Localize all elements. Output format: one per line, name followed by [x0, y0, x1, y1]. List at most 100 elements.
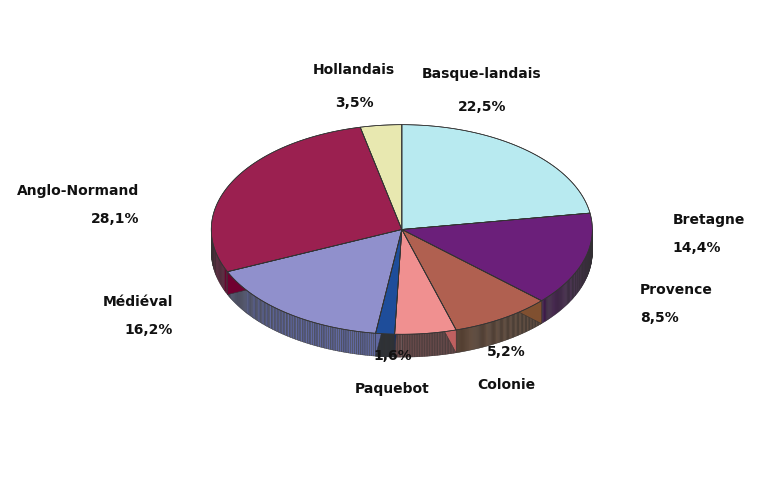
- Polygon shape: [475, 326, 476, 349]
- Polygon shape: [487, 323, 488, 346]
- Polygon shape: [482, 324, 483, 348]
- Polygon shape: [356, 331, 358, 354]
- Polygon shape: [313, 322, 314, 346]
- Polygon shape: [525, 309, 526, 332]
- Polygon shape: [459, 329, 460, 352]
- Polygon shape: [229, 274, 230, 297]
- Polygon shape: [395, 229, 456, 334]
- Polygon shape: [500, 319, 501, 342]
- Polygon shape: [362, 332, 364, 355]
- Polygon shape: [496, 320, 497, 344]
- Polygon shape: [569, 279, 570, 303]
- Polygon shape: [258, 298, 259, 322]
- Polygon shape: [290, 314, 291, 337]
- Polygon shape: [402, 229, 456, 353]
- Polygon shape: [514, 314, 515, 337]
- Polygon shape: [462, 329, 463, 352]
- Polygon shape: [217, 256, 218, 281]
- Text: Paquebot: Paquebot: [355, 382, 429, 396]
- Polygon shape: [227, 229, 402, 294]
- Polygon shape: [355, 331, 356, 354]
- Polygon shape: [493, 321, 494, 344]
- Polygon shape: [259, 299, 260, 323]
- Polygon shape: [571, 276, 572, 300]
- Polygon shape: [465, 328, 466, 351]
- Polygon shape: [503, 318, 504, 341]
- Polygon shape: [316, 323, 318, 347]
- Polygon shape: [546, 297, 548, 321]
- Polygon shape: [288, 314, 290, 337]
- Polygon shape: [326, 326, 329, 349]
- Polygon shape: [376, 229, 402, 356]
- Polygon shape: [266, 303, 267, 326]
- Polygon shape: [524, 310, 525, 333]
- Polygon shape: [479, 325, 480, 348]
- Polygon shape: [240, 285, 241, 309]
- Polygon shape: [566, 282, 568, 305]
- Polygon shape: [541, 300, 543, 324]
- Polygon shape: [507, 316, 508, 340]
- Polygon shape: [300, 318, 303, 342]
- Polygon shape: [515, 313, 516, 337]
- Polygon shape: [247, 291, 248, 314]
- Polygon shape: [268, 304, 270, 328]
- Polygon shape: [314, 323, 316, 346]
- Polygon shape: [255, 296, 257, 320]
- Polygon shape: [243, 288, 244, 312]
- Text: 5,2%: 5,2%: [487, 345, 526, 359]
- Polygon shape: [277, 309, 279, 332]
- Polygon shape: [402, 229, 456, 353]
- Polygon shape: [521, 311, 522, 334]
- Polygon shape: [471, 327, 472, 350]
- Polygon shape: [345, 329, 347, 353]
- Polygon shape: [570, 278, 571, 302]
- Polygon shape: [264, 302, 266, 326]
- Polygon shape: [248, 291, 249, 315]
- Polygon shape: [353, 331, 355, 354]
- Polygon shape: [360, 125, 402, 229]
- Polygon shape: [237, 282, 238, 306]
- Polygon shape: [402, 229, 541, 324]
- Polygon shape: [395, 229, 402, 357]
- Polygon shape: [498, 319, 499, 343]
- Polygon shape: [486, 323, 487, 347]
- Polygon shape: [368, 333, 369, 356]
- Polygon shape: [467, 328, 468, 351]
- Polygon shape: [563, 285, 564, 308]
- Polygon shape: [339, 328, 341, 352]
- Polygon shape: [460, 329, 461, 352]
- Polygon shape: [228, 272, 229, 296]
- Polygon shape: [527, 308, 528, 331]
- Polygon shape: [282, 311, 283, 334]
- Polygon shape: [504, 318, 505, 341]
- Polygon shape: [505, 317, 506, 340]
- Polygon shape: [304, 319, 306, 343]
- Polygon shape: [468, 327, 470, 350]
- Polygon shape: [402, 229, 541, 330]
- Polygon shape: [551, 293, 553, 317]
- Polygon shape: [273, 306, 274, 330]
- Polygon shape: [249, 292, 250, 316]
- Polygon shape: [297, 317, 299, 340]
- Polygon shape: [351, 330, 353, 354]
- Polygon shape: [481, 325, 482, 348]
- Polygon shape: [562, 285, 563, 309]
- Polygon shape: [495, 321, 496, 344]
- Polygon shape: [262, 300, 263, 324]
- Polygon shape: [494, 321, 495, 344]
- Polygon shape: [497, 320, 498, 343]
- Polygon shape: [484, 324, 485, 347]
- Polygon shape: [490, 322, 492, 345]
- Polygon shape: [543, 299, 544, 323]
- Text: Basque-landais: Basque-landais: [422, 67, 541, 81]
- Polygon shape: [306, 320, 307, 343]
- Polygon shape: [506, 317, 507, 340]
- Polygon shape: [502, 318, 503, 341]
- Polygon shape: [330, 326, 332, 350]
- Polygon shape: [271, 306, 273, 329]
- Polygon shape: [211, 127, 402, 272]
- Polygon shape: [499, 319, 500, 342]
- Text: 3,5%: 3,5%: [335, 96, 373, 110]
- Polygon shape: [466, 328, 467, 351]
- Polygon shape: [457, 330, 458, 353]
